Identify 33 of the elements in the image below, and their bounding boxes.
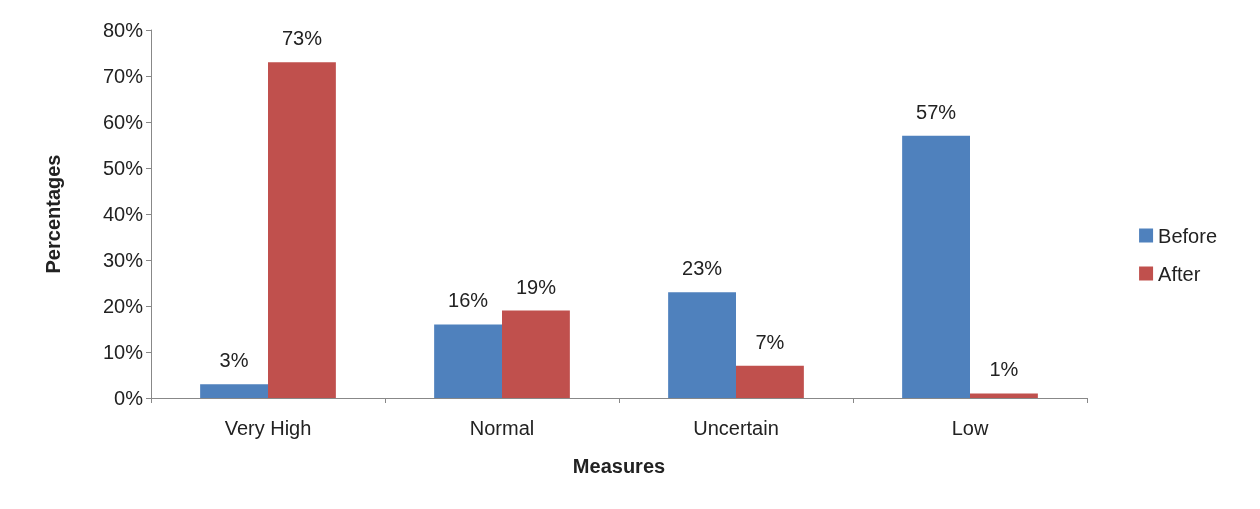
data-label: 73%	[281, 27, 323, 50]
legend-label: Before	[1158, 224, 1218, 247]
bar	[268, 62, 336, 398]
bar	[434, 324, 502, 398]
y-tick-label: 0%	[114, 387, 144, 409]
x-tick-label: Low	[951, 417, 989, 439]
data-label: 1%	[989, 358, 1019, 381]
data-label: 19%	[515, 275, 557, 298]
y-tick-label: 50%	[102, 157, 144, 179]
x-tick-label: Normal	[469, 417, 535, 439]
bar	[668, 292, 736, 398]
legend-label: After	[1158, 262, 1201, 285]
bar	[200, 384, 268, 398]
y-axis-title: Percentages	[42, 154, 64, 274]
y-tick-label: 10%	[102, 341, 144, 363]
data-label: 16%	[448, 289, 489, 312]
data-label: 3%	[219, 349, 249, 372]
y-tick-label: 30%	[102, 249, 144, 271]
x-tick-label: Very High	[224, 417, 312, 439]
x-tick-label: Uncertain	[693, 417, 779, 439]
y-tick-label: 80%	[102, 19, 144, 41]
bar	[502, 310, 570, 398]
data-label: 7%	[755, 330, 785, 353]
data-label: 57%	[916, 100, 957, 123]
bar	[902, 135, 970, 398]
bar	[736, 365, 804, 398]
data-label: 23%	[682, 257, 723, 280]
y-tick-label: 70%	[102, 65, 144, 87]
x-axis-title: Measures	[572, 455, 666, 477]
y-tick-label: 60%	[102, 111, 144, 133]
y-tick-label: 20%	[102, 295, 144, 317]
bar	[970, 393, 1038, 398]
y-tick-label: 40%	[102, 203, 144, 225]
